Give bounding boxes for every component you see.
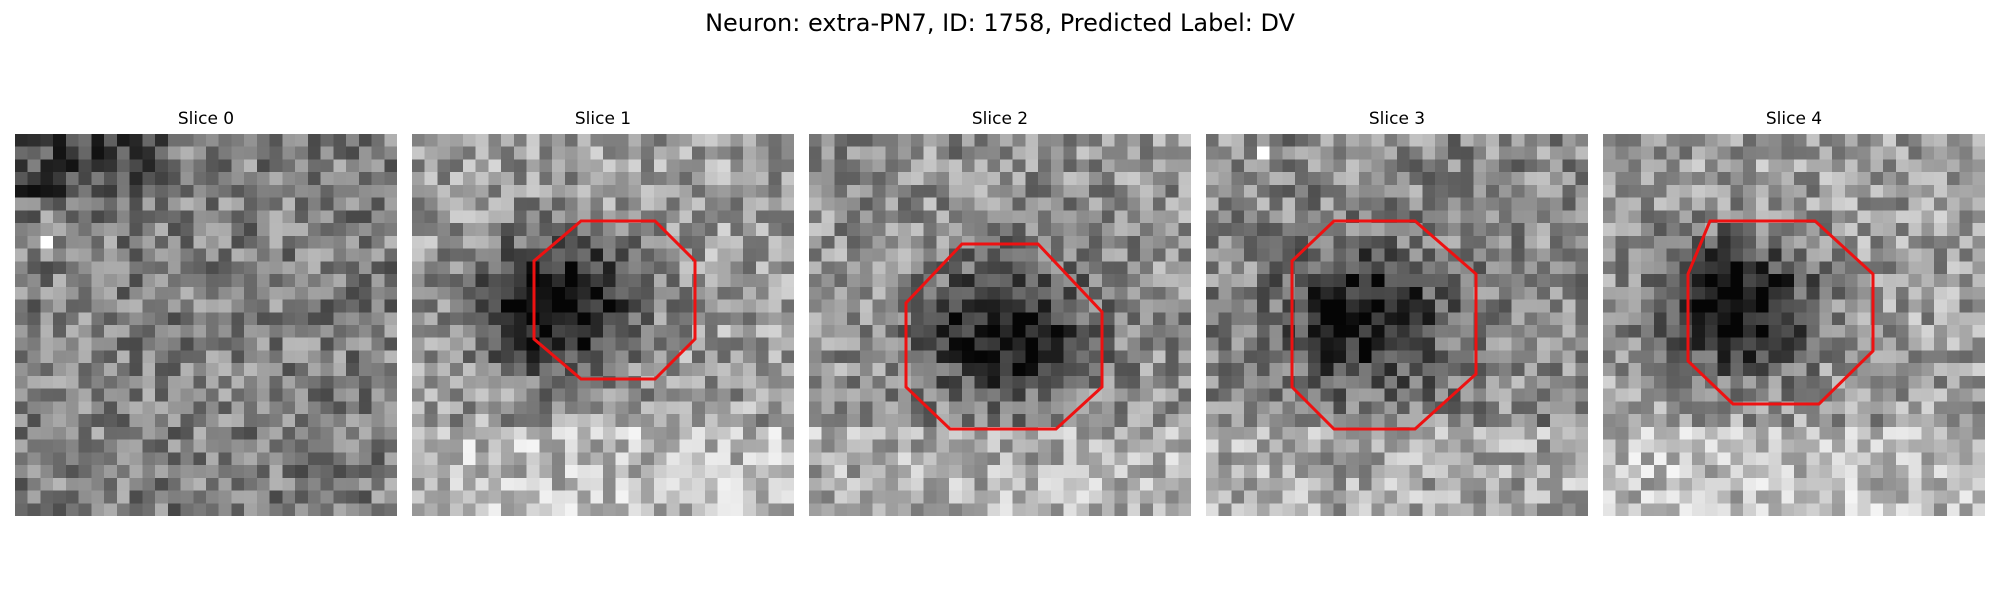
slice-image-1 <box>412 134 794 516</box>
slice-panel-0: Slice 0 <box>15 108 397 516</box>
slice-title-1: Slice 1 <box>574 109 632 129</box>
slice-panel-3: Slice 3 <box>1206 108 1588 516</box>
slice-image-0 <box>15 134 397 516</box>
slice-title-2: Slice 2 <box>971 109 1029 129</box>
slice-title-0: Slice 0 <box>177 109 235 129</box>
slice-title-4: Slice 4 <box>1765 109 1823 129</box>
figure-title: Neuron: extra-PN7, ID: 1758, Predicted L… <box>705 9 1295 37</box>
slice-title-3: Slice 3 <box>1368 109 1426 129</box>
slice-panel-2: Slice 2 <box>809 108 1191 516</box>
slice-panel-1: Slice 1 <box>412 108 794 516</box>
slice-image-2 <box>809 134 1191 516</box>
slice-image-3 <box>1206 134 1588 516</box>
slice-image-4 <box>1603 134 1985 516</box>
slice-panel-4: Slice 4 <box>1603 108 1985 516</box>
